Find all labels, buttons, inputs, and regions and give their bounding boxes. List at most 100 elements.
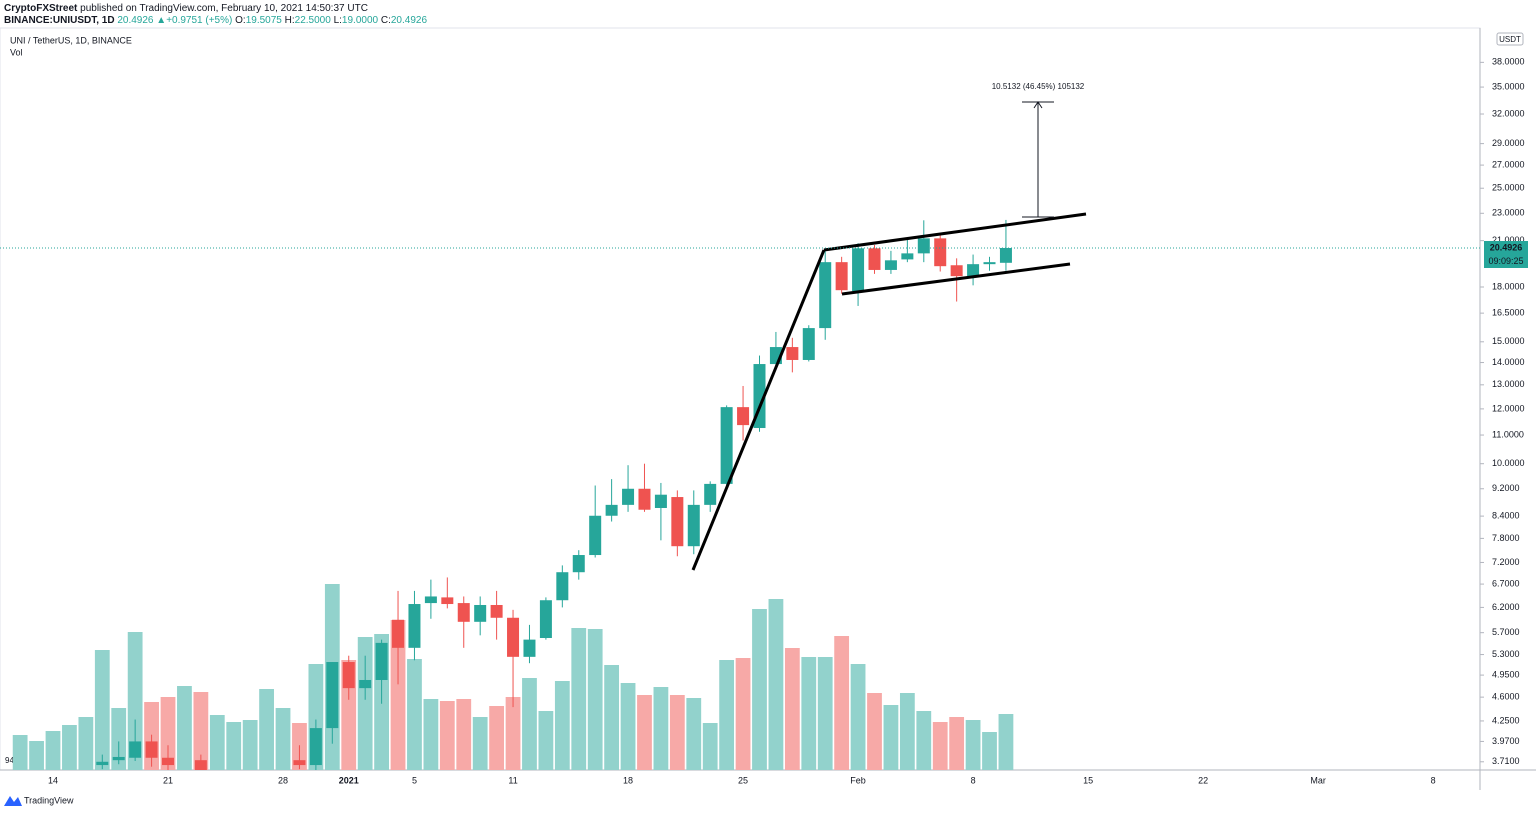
y-tick-label: 4.9500: [1492, 669, 1520, 679]
volume-bar: [160, 697, 176, 770]
y-tick-label: 4.2500: [1492, 715, 1520, 725]
volume-bar: [407, 659, 422, 770]
volume-bar: [439, 701, 455, 770]
y-tick-label: 5.7000: [1492, 627, 1520, 637]
x-tick-label: 25: [738, 775, 748, 785]
volume-bar: [768, 599, 784, 770]
volume-bar: [62, 725, 77, 770]
ohlc-value: 22.5000: [294, 15, 331, 26]
candle-body: [309, 728, 322, 766]
trend-lines: 10.5132 (46.45%) 105132: [691, 82, 1087, 571]
x-tick-label: Mar: [1310, 775, 1326, 785]
volume-bar: [817, 657, 833, 770]
volume-bar: [29, 741, 44, 770]
volume-bar: [949, 717, 965, 770]
quote-line: BINANCE:UNIUSDT, 1D 20.4926 ▲+0.9751 (+5…: [4, 15, 427, 27]
x-tick-label: 8: [971, 775, 976, 785]
candle-body: [605, 504, 618, 516]
candle-body: [507, 617, 520, 657]
candle-body: [408, 604, 421, 648]
volume-bar: [735, 658, 751, 770]
y-tick-label: 10.0000: [1492, 458, 1525, 468]
ohlc-label: H:: [284, 15, 295, 26]
volume-bar: [45, 731, 61, 770]
volume-bar: [177, 686, 192, 770]
volume-bar: [472, 717, 488, 770]
volume-bar: [12, 735, 28, 770]
volume-value-label: 944: [5, 756, 19, 765]
volume-bar: [505, 697, 521, 770]
candle-body: [917, 238, 930, 254]
candle-body: [852, 248, 865, 292]
candle-body: [96, 761, 109, 766]
volume-bar: [226, 722, 242, 770]
candle-body: [424, 596, 437, 604]
candle-body: [950, 265, 963, 277]
y-tick-label: 3.9700: [1492, 736, 1520, 746]
candle-body: [457, 603, 470, 622]
candle-body: [786, 347, 799, 360]
volume-bar: [78, 717, 94, 770]
price-label-box: [1484, 240, 1528, 255]
candle-body: [194, 760, 207, 770]
x-tick-label: 5: [412, 775, 417, 785]
y-tick-label: 5.3000: [1492, 649, 1520, 659]
flagpole-line: [691, 249, 826, 571]
y-tick-label: 4.6000: [1492, 692, 1520, 702]
volume-bar: [423, 699, 439, 770]
y-tick-label: 8.4000: [1492, 510, 1520, 520]
arrow: ▲: [156, 15, 167, 26]
candle-body: [901, 253, 914, 260]
x-tick-label: 11: [508, 775, 517, 785]
volume-bar: [867, 693, 882, 770]
candle-body: [999, 247, 1012, 263]
candle-body: [835, 262, 848, 291]
volume-bar: [127, 632, 143, 770]
candle-body: [326, 662, 339, 729]
price-label: 20.4926: [1490, 242, 1523, 252]
volume-bar: [242, 720, 258, 770]
candle-body: [293, 760, 306, 766]
volume-bar: [801, 657, 817, 770]
published: published on TradingView.com, February 1…: [80, 3, 368, 14]
candle-body: [539, 600, 552, 639]
chart-title: UNI / TetherUS, 1D, BINANCE: [10, 35, 132, 45]
candle-body: [671, 497, 684, 547]
volume-bar: [456, 699, 472, 770]
volume-title: Vol: [10, 47, 23, 57]
candle-body: [622, 488, 635, 505]
y-tick-label: 18.0000: [1492, 281, 1525, 291]
measure-label: 10.5132 (46.45%) 105132: [992, 82, 1085, 91]
volume-bar: [932, 722, 948, 770]
y-tick-label: 16.5000: [1492, 308, 1525, 318]
x-tick-label: 8: [1431, 775, 1436, 785]
volume-bar: [111, 708, 127, 770]
volume-bar: [489, 706, 505, 770]
ohlc-label: O:: [235, 15, 246, 26]
candle-body: [934, 238, 947, 267]
y-tick-label: 14.0000: [1492, 357, 1525, 367]
y-tick-label: 12.0000: [1492, 403, 1525, 413]
y-tick-label: 11.0000: [1492, 429, 1524, 439]
logo-icon: [4, 796, 22, 806]
candle-body: [490, 604, 503, 618]
y-tick-label: 35.0000: [1492, 81, 1525, 91]
volume-bar: [752, 609, 767, 770]
candle-body: [523, 639, 536, 657]
volume-bar: [998, 714, 1014, 770]
y-tick-label: 6.2000: [1492, 602, 1520, 612]
x-tick-label: 2021: [339, 775, 359, 785]
y-tick-label: 7.2000: [1492, 557, 1520, 567]
candle-body: [589, 515, 602, 556]
volume-bar: [209, 715, 225, 770]
candle-body: [342, 662, 355, 689]
ohlc-o: O:19.5075: [235, 15, 282, 26]
volume-bar: [784, 648, 800, 770]
volume-bar: [275, 708, 291, 770]
candle-body: [572, 555, 585, 573]
countdown: 09:09:25: [1488, 256, 1523, 266]
ohlc-c: C:20.4926: [381, 15, 427, 26]
y-tick-label: 7.8000: [1492, 533, 1520, 543]
measure-arrowhead: [1033, 101, 1043, 109]
y-tick-label: 6.7000: [1492, 578, 1520, 588]
